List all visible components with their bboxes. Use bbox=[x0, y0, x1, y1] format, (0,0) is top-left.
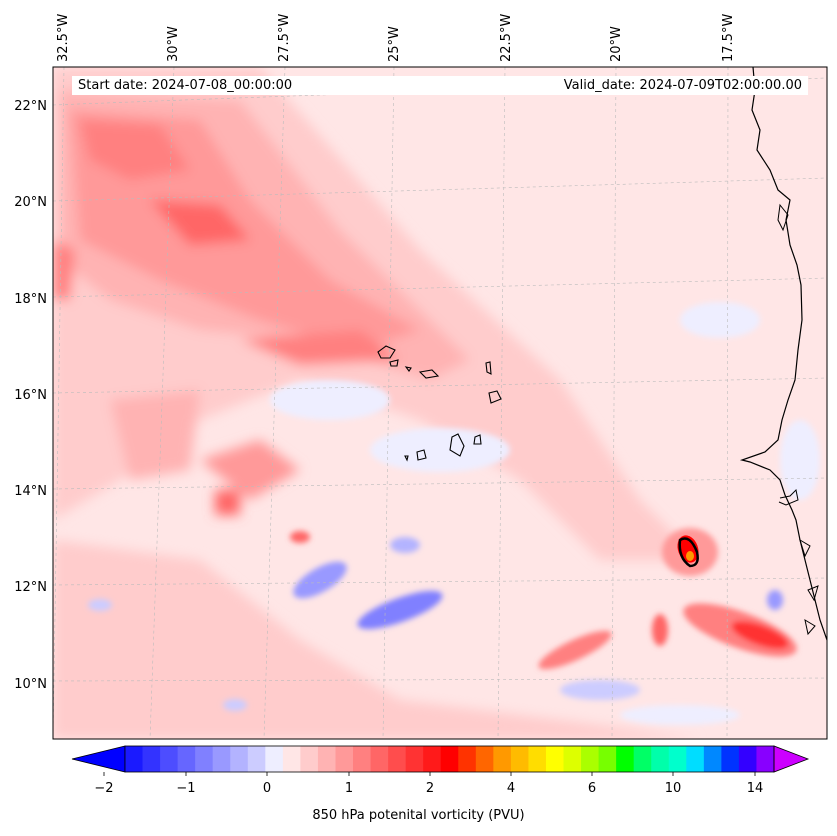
colorbar-segment bbox=[458, 746, 477, 772]
colorbar-segment bbox=[738, 746, 757, 772]
colorbar-tick-label: −1 bbox=[176, 781, 195, 796]
colorbar-segment bbox=[475, 746, 494, 772]
cape-verde-islands bbox=[377, 345, 502, 462]
colorbar-segment bbox=[300, 746, 319, 772]
colorbar-title: 850 hPa potenital vorticity (PVU) bbox=[312, 808, 525, 823]
colorbar-under-arrow bbox=[71, 745, 126, 773]
colorbar-segment bbox=[686, 746, 705, 772]
colorbar-segment bbox=[581, 746, 600, 772]
colorbar-segment bbox=[616, 746, 635, 772]
lat-label: 18°N bbox=[14, 292, 47, 307]
map-area bbox=[53, 67, 827, 739]
colorbar-segment bbox=[440, 746, 459, 772]
longitude-labels: 32.5°W 30°W 27.5°W 25°W 22.5°W 20°W 17.5… bbox=[56, 14, 736, 62]
lat-label: 16°N bbox=[14, 388, 47, 403]
valid-date-label: Valid_date: 2024-07-09T02:00:00.00 bbox=[520, 76, 808, 95]
lat-label: 22°N bbox=[14, 99, 47, 114]
colorbar-tick-label: 14 bbox=[747, 781, 764, 796]
colorbar-segment bbox=[282, 746, 301, 772]
colorbar-tick-labels: −2 −1 0 1 2 4 6 10 14 bbox=[94, 781, 763, 796]
lat-label: 20°N bbox=[14, 195, 47, 210]
lon-label: 32.5°W bbox=[56, 14, 71, 62]
colorbar-segment bbox=[230, 746, 249, 772]
gridlines bbox=[53, 67, 827, 739]
colorbar-segment bbox=[493, 746, 512, 772]
colorbar-segment bbox=[703, 746, 722, 772]
colorbar-tick-label: 1 bbox=[345, 781, 353, 796]
pv-field bbox=[53, 67, 700, 739]
colorbar-segment bbox=[247, 746, 266, 772]
lon-label: 20°W bbox=[609, 26, 624, 62]
colorbar-segment bbox=[370, 746, 389, 772]
colorbar-segment bbox=[177, 746, 196, 772]
pv-contour bbox=[678, 537, 699, 568]
negative-pv-patches bbox=[88, 302, 820, 725]
colorbar-segment bbox=[212, 746, 231, 772]
colorbar-tick-label: 6 bbox=[588, 781, 596, 796]
colorbar: −2 −1 0 1 2 4 6 10 14 bbox=[71, 745, 810, 796]
colorbar-segment bbox=[160, 746, 179, 772]
colorbar-segment bbox=[510, 746, 529, 772]
lat-label: 14°N bbox=[14, 484, 47, 499]
colorbar-segment bbox=[317, 746, 336, 772]
colorbar-segment bbox=[756, 746, 775, 772]
start-date-label: Start date: 2024-07-08_00:00:00 bbox=[72, 76, 592, 95]
colorbar-segment bbox=[265, 746, 284, 772]
lat-label: 10°N bbox=[14, 677, 47, 692]
colorbar-segment bbox=[142, 746, 161, 772]
colorbar-segment bbox=[405, 746, 424, 772]
colorbar-segment bbox=[545, 746, 565, 772]
colorbar-frame bbox=[124, 745, 775, 773]
colorbar-segment bbox=[598, 746, 617, 772]
lat-label: 12°N bbox=[14, 580, 47, 595]
colorbar-over-arrow bbox=[773, 745, 810, 773]
coastal-islands bbox=[777, 203, 819, 636]
colorbar-tick-label: 10 bbox=[665, 781, 682, 796]
lon-label: 22.5°W bbox=[499, 14, 514, 62]
lon-label: 30°W bbox=[166, 26, 181, 62]
gambia-river bbox=[778, 488, 799, 506]
colorbar-segment bbox=[388, 746, 407, 772]
colorbar-segments bbox=[125, 746, 775, 772]
latitude-labels: 22°N 20°N 18°N 16°N 14°N 12°N 10°N bbox=[14, 99, 47, 692]
colorbar-segment bbox=[353, 746, 372, 772]
pv-peak bbox=[686, 551, 694, 561]
colorbar-segment bbox=[563, 746, 582, 772]
colorbar-segment bbox=[633, 746, 652, 772]
colorbar-segment bbox=[528, 746, 547, 772]
lon-label: 27.5°W bbox=[277, 14, 292, 62]
colorbar-segment bbox=[423, 746, 442, 772]
colorbar-tick-label: 0 bbox=[263, 781, 271, 796]
colorbar-ticks bbox=[103, 772, 756, 776]
colorbar-tick-label: −2 bbox=[94, 781, 113, 796]
africa-coastline bbox=[739, 67, 827, 641]
colorbar-segment bbox=[195, 746, 214, 772]
map-frame bbox=[52, 66, 828, 740]
colorbar-segment bbox=[125, 746, 144, 772]
lon-label: 25°W bbox=[387, 26, 402, 62]
colorbar-segment bbox=[651, 746, 670, 772]
colorbar-segment bbox=[335, 746, 354, 772]
lon-label: 17.5°W bbox=[721, 14, 736, 62]
colorbar-segment bbox=[668, 746, 687, 772]
colorbar-segment bbox=[721, 746, 740, 772]
colorbar-tick-label: 4 bbox=[507, 781, 515, 796]
colorbar-tick-label: 2 bbox=[426, 781, 434, 796]
